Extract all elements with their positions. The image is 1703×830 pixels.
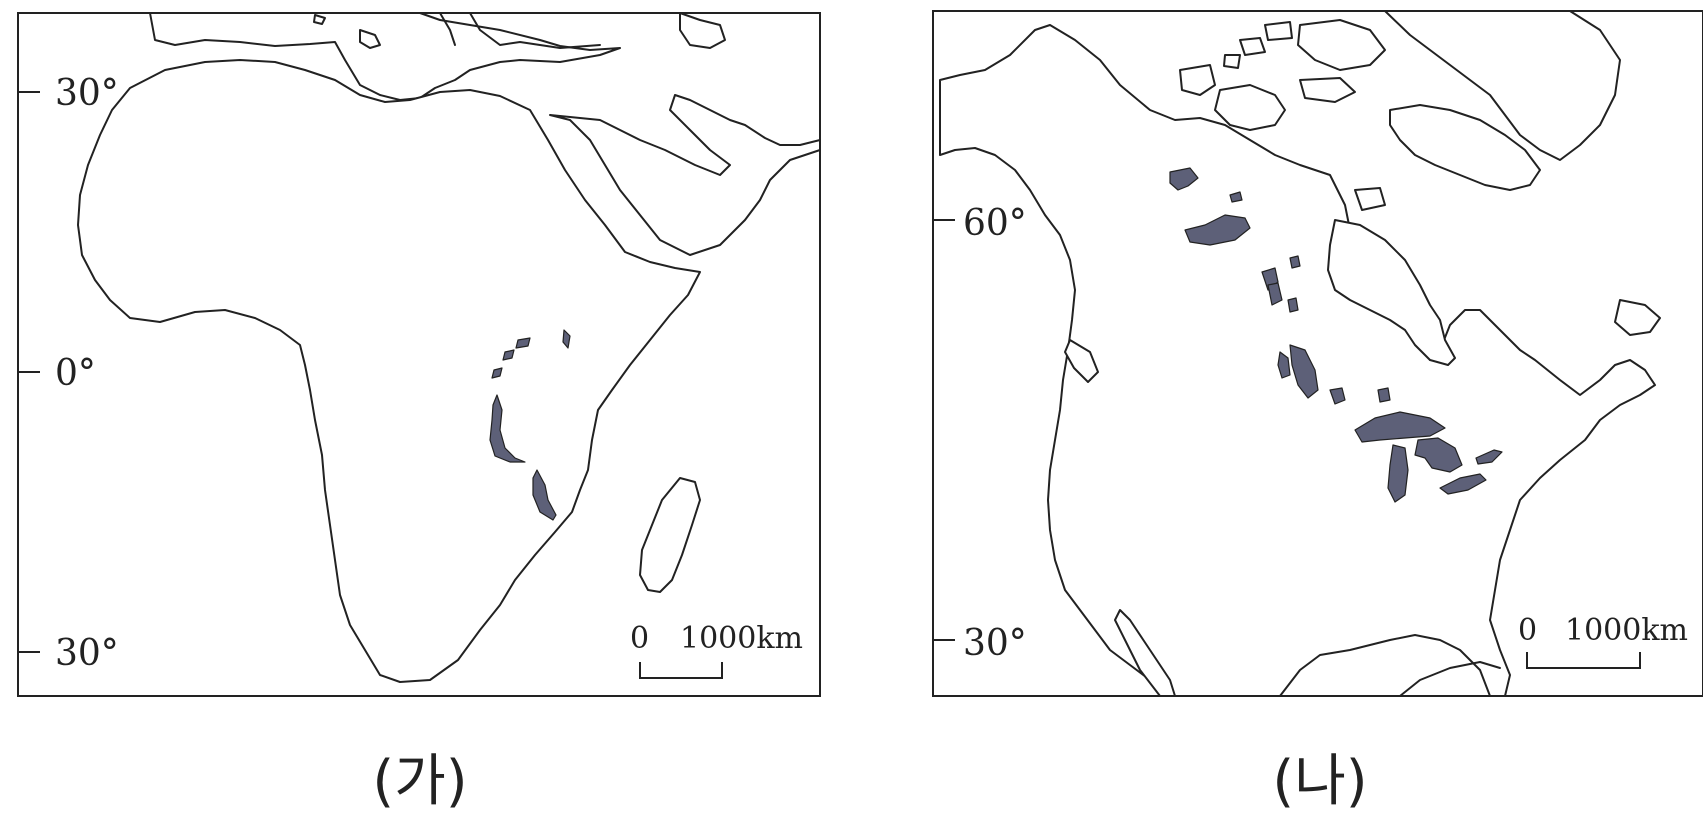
lake-winnipegosis — [1277, 351, 1291, 379]
lake-winnipeg — [1289, 344, 1319, 399]
island-newfoundland — [1614, 299, 1661, 336]
lake-superior — [1354, 411, 1446, 443]
scale-zero-america: 0 — [1518, 613, 1537, 648]
lake-michigan — [1387, 444, 1409, 503]
continent-africa — [77, 59, 701, 683]
lake-victoria-chain-1 — [515, 337, 531, 349]
coastline-cuba — [1399, 661, 1501, 697]
island-victoria — [1214, 84, 1286, 131]
lake-malawi — [532, 469, 557, 521]
lake-small-mid-1 — [1287, 297, 1299, 313]
scale-distance-africa: 1000km — [680, 621, 803, 656]
lake-tanganyika — [489, 394, 526, 463]
lake-rift-small-3 — [562, 329, 571, 349]
lake-great-slave — [1184, 214, 1251, 246]
lake-rift-small-1 — [502, 349, 515, 361]
coastline-caspian — [439, 12, 456, 46]
island-greenland — [1384, 10, 1621, 161]
island-madagascar — [639, 477, 701, 593]
scale-zero-africa: 0 — [630, 621, 649, 656]
scale-bar-africa — [639, 662, 723, 679]
island-southampton — [1354, 187, 1386, 211]
island-vancouver — [1064, 339, 1099, 383]
coastline-balkan — [469, 12, 601, 49]
lat-label-60n-america: 60° — [963, 203, 1027, 244]
island-europe-3 — [679, 12, 726, 49]
island-baffin — [1389, 104, 1541, 191]
lake-huron — [1414, 437, 1463, 473]
caption-panel-a: (가) — [372, 749, 467, 814]
lake-great-bear — [1169, 167, 1199, 191]
water-hudson-bay — [1327, 219, 1456, 366]
lake-erie — [1439, 473, 1487, 495]
coastline-europe — [149, 12, 621, 101]
lake-nipigon — [1377, 387, 1391, 403]
lake-of-the-woods — [1329, 387, 1346, 405]
lake-ontario — [1475, 449, 1503, 465]
lake-rift-small-2 — [491, 367, 503, 379]
island-arctic-3 — [1223, 54, 1241, 69]
island-arctic-2 — [1264, 21, 1293, 41]
lake-small-north-2 — [1289, 255, 1301, 269]
map-africa: 30° 0° 30° 0 1000km — [17, 12, 821, 697]
map-north-america: 60° 30° 0 1000km — [932, 10, 1703, 697]
peninsula-arabia — [549, 94, 821, 256]
lake-reindeer — [1267, 282, 1283, 306]
island-banks — [1179, 64, 1216, 96]
lake-small-north-1 — [1229, 191, 1243, 203]
island-devon — [1299, 77, 1356, 103]
island-ellesmere — [1297, 19, 1386, 71]
lat-label-30s-africa: 30° — [55, 633, 119, 674]
island-europe-1 — [359, 29, 381, 49]
peninsula-baja — [1114, 609, 1176, 697]
island-europe-2 — [313, 14, 326, 25]
lat-label-30n-africa: 30° — [55, 73, 119, 114]
scale-distance-america: 1000km — [1565, 613, 1688, 648]
caption-panel-b: (나) — [1272, 749, 1367, 814]
lat-label-0-africa: 0° — [55, 353, 96, 394]
island-arctic-1 — [1239, 37, 1266, 56]
lat-label-30n-america: 30° — [963, 623, 1027, 664]
scale-bar-america — [1526, 652, 1641, 669]
